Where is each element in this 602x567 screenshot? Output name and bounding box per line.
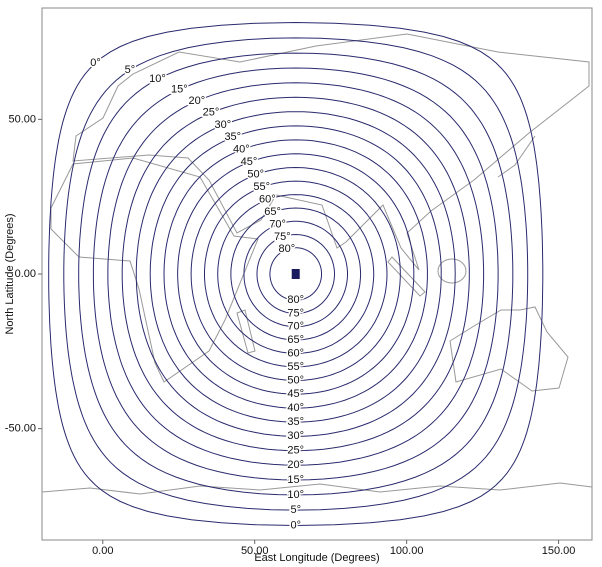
elevation-contour: [78, 52, 514, 496]
contour-label: 70°: [269, 218, 286, 230]
y-tick-label: 50.00: [8, 113, 36, 125]
contour-label: 5°: [125, 64, 136, 76]
plot-frame: [41, 7, 593, 541]
elevation-contour: [230, 207, 362, 341]
contour-label: 20°: [287, 459, 304, 471]
contour-label: 40°: [287, 402, 304, 414]
elevation-contour: [243, 220, 348, 328]
x-tick-label: 50.00: [241, 545, 269, 557]
contour-label: 55°: [253, 181, 270, 193]
africa: [50, 157, 259, 383]
japan: [497, 135, 536, 178]
contour-label: 80°: [287, 294, 304, 306]
elevation-contour: [121, 96, 470, 452]
contour-label: 50°: [287, 374, 304, 386]
elevation-contour: [92, 67, 499, 481]
elevation-contour: [135, 111, 456, 437]
elevation-contour: [63, 37, 529, 511]
contour-label: 55°: [287, 361, 304, 373]
contour-label: 10°: [287, 489, 304, 501]
contour-label: 35°: [287, 416, 304, 428]
elevation-contour: [48, 21, 544, 527]
elevation-contour: [190, 166, 401, 382]
contour-label: 75°: [274, 231, 291, 243]
y-tick-label: 0.00: [15, 268, 36, 280]
contour-label: 50°: [247, 169, 264, 181]
x-axis-label: East Longitude (Degrees): [254, 552, 379, 564]
elevation-contour: [269, 247, 322, 301]
contour-label: 10°: [149, 73, 166, 85]
elevation-contour: [163, 139, 428, 409]
contour-label: 75°: [287, 307, 304, 319]
x-tick-label: 100.00: [390, 545, 424, 557]
y-axis-label: North Latitude (Degrees): [4, 213, 16, 334]
contour-label: 15°: [171, 84, 188, 96]
contour-label: 35°: [224, 131, 241, 143]
satellite-marker: [291, 269, 300, 279]
antarctica: [41, 482, 593, 495]
madagascar: [236, 309, 256, 354]
contour-label: 40°: [233, 144, 250, 156]
contour-label: 0°: [90, 57, 101, 69]
contour-label: 15°: [287, 474, 304, 486]
contour-label: 0°: [290, 519, 301, 531]
contour-label: 70°: [287, 321, 304, 333]
elevation-contour: [149, 125, 442, 423]
contour-label: 30°: [214, 119, 231, 131]
elevation-contour: [177, 153, 415, 395]
contour-label: 5°: [290, 504, 301, 516]
elevation-contour: [107, 82, 485, 466]
contour-label: 80°: [279, 243, 296, 255]
contour-label: 20°: [188, 95, 205, 107]
x-tick-label: 150.00: [542, 545, 576, 557]
elevation-contour: [217, 194, 375, 354]
contour-label: 65°: [264, 206, 281, 218]
y-tick-label: -50.00: [5, 423, 36, 435]
contour-label: 45°: [287, 388, 304, 400]
elevation-contour: [204, 180, 388, 368]
elevation-contour: [256, 233, 335, 315]
contour-label: 45°: [241, 156, 258, 168]
contour-label: 25°: [203, 107, 220, 119]
contour-label: 60°: [287, 347, 304, 359]
borneo: [437, 258, 467, 284]
x-tick-label: 0.00: [92, 545, 113, 557]
contour-label: 30°: [287, 430, 304, 442]
contour-label: 60°: [259, 194, 276, 206]
contour-label: 25°: [287, 445, 304, 457]
contour-label: 65°: [287, 334, 304, 346]
